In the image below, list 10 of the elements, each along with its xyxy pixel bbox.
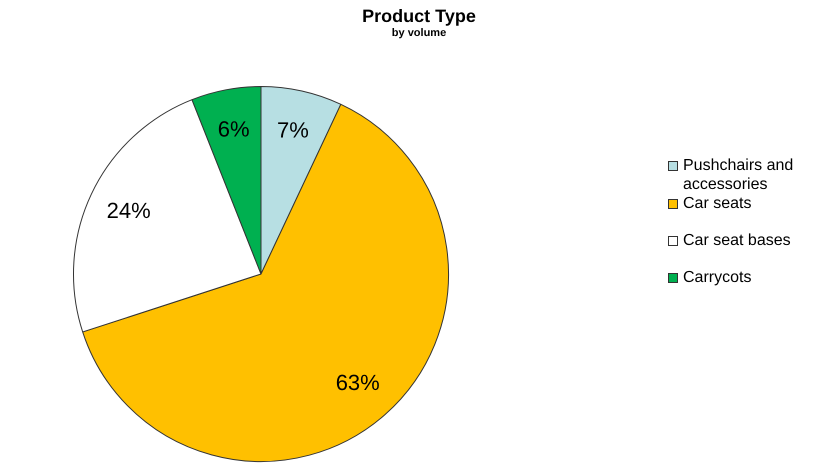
data-label: 24% [106, 198, 151, 223]
legend-label: Pushchairs and accessories [683, 156, 794, 194]
data-label: 6% [218, 116, 250, 142]
data-label: 7% [277, 117, 309, 142]
legend-label: Car seat bases [683, 231, 791, 250]
legend-label: Car seats [683, 194, 752, 213]
legend-label: Carrycots [683, 268, 752, 287]
chart-title: Product Type [361, 6, 477, 27]
data-label: 63% [336, 370, 380, 395]
chart-subtitle: by volume [390, 27, 448, 39]
